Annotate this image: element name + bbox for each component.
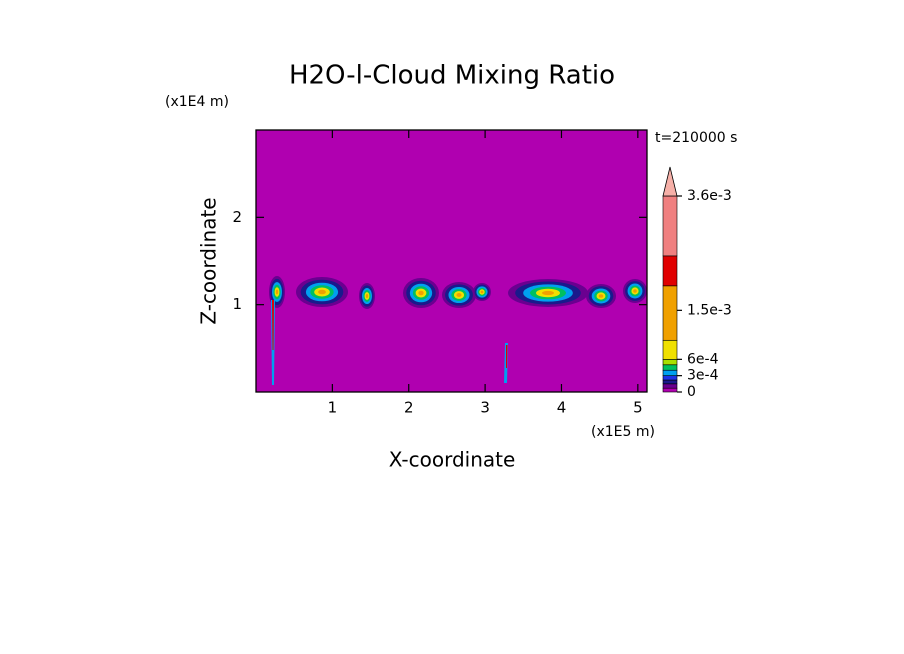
plot-area <box>256 130 647 392</box>
x-tick-label: 2 <box>404 399 414 417</box>
cloud-region <box>480 290 484 294</box>
colorbar-segment <box>662 359 678 366</box>
cloud-region <box>456 293 462 297</box>
colorbar-tick-label: 0 <box>687 384 696 400</box>
colorbar-segment <box>662 195 678 257</box>
cloud-region <box>633 289 637 293</box>
colorbar-tick-label: 1.5e-3 <box>687 302 732 318</box>
colorbar-extension <box>662 166 678 197</box>
colorbar-segment <box>662 255 678 287</box>
colorbar-segment <box>662 375 678 381</box>
x-axis-label: X-coordinate <box>389 448 516 472</box>
cloud-region <box>318 289 326 295</box>
y-tick-label: 1 <box>232 295 242 313</box>
time-label: t=210000 s <box>655 130 737 146</box>
x-tick-label: 1 <box>328 399 338 417</box>
colorbar-segment <box>662 369 678 376</box>
colorbar-segment <box>662 379 678 385</box>
colorbar-tick-label: 3.6e-3 <box>687 188 732 204</box>
cloud-region <box>275 289 279 295</box>
colorbar-segment <box>662 339 678 360</box>
colorbar-segment <box>662 285 678 341</box>
y-tick-label: 2 <box>232 208 242 226</box>
colorbar-tick-label: 6e-4 <box>687 351 719 367</box>
cloud-region <box>365 294 369 298</box>
cloud-region <box>542 290 554 296</box>
x-scale-label: (x1E5 m) <box>591 424 655 440</box>
colorbar-segment <box>662 383 678 389</box>
colorbar-tick-label: 3e-4 <box>687 368 719 384</box>
cloud-streak <box>506 345 508 368</box>
cloud-region <box>418 290 424 296</box>
field-background <box>256 130 647 392</box>
colorbar-segment <box>662 387 678 393</box>
chart-title: H2O-l-Cloud Mixing Ratio <box>289 61 615 91</box>
colorbar-segment <box>662 364 678 371</box>
cloud-region <box>598 294 604 298</box>
y-scale-label: (x1E4 m) <box>165 94 229 110</box>
x-tick-label: 5 <box>633 399 643 417</box>
plot-frame <box>255 129 648 393</box>
x-tick-label: 3 <box>480 399 490 417</box>
cloud-streak <box>272 300 274 350</box>
x-tick-label: 4 <box>557 399 567 417</box>
y-axis-label: Z-coordinate <box>197 197 221 324</box>
